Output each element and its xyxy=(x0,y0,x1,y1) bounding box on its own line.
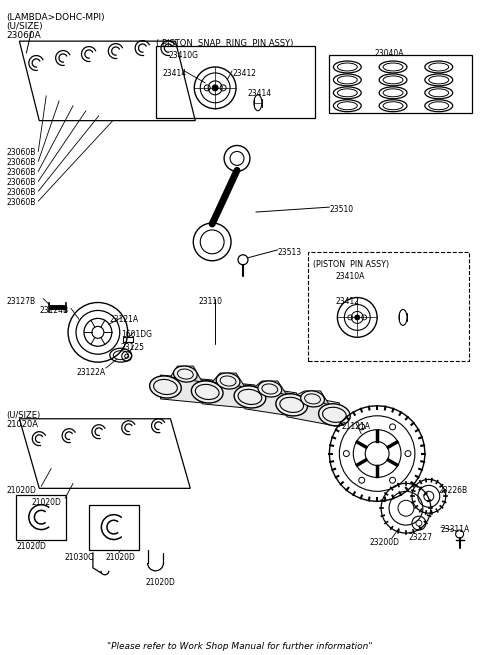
Bar xyxy=(329,55,471,113)
Polygon shape xyxy=(255,381,287,395)
Text: 23127B: 23127B xyxy=(6,297,36,305)
Text: (LAMBDA>DOHC-MPI): (LAMBDA>DOHC-MPI) xyxy=(6,13,105,22)
Ellipse shape xyxy=(234,386,266,408)
Text: (U/SIZE): (U/SIZE) xyxy=(6,411,41,420)
Text: 23227: 23227 xyxy=(409,533,433,542)
Text: 23060B: 23060B xyxy=(6,188,36,197)
Text: 23226B: 23226B xyxy=(439,487,468,495)
Text: 21020A: 21020A xyxy=(6,420,38,429)
Text: 23124B: 23124B xyxy=(39,307,68,316)
Polygon shape xyxy=(245,385,297,417)
Text: 23412: 23412 xyxy=(336,297,360,305)
Circle shape xyxy=(212,85,218,91)
Text: ( PISTON  SNAP  RING  PIN ASSY): ( PISTON SNAP RING PIN ASSY) xyxy=(156,39,293,48)
Circle shape xyxy=(355,315,360,320)
Text: 23125: 23125 xyxy=(121,343,145,352)
Bar xyxy=(89,505,139,550)
Text: 23410A: 23410A xyxy=(336,272,365,281)
Text: 23060B: 23060B xyxy=(6,159,36,168)
Text: 23060B: 23060B xyxy=(6,168,36,178)
Ellipse shape xyxy=(150,376,181,398)
Text: 23200D: 23200D xyxy=(369,538,399,547)
Text: (PISTON  PIN ASSY): (PISTON PIN ASSY) xyxy=(312,260,389,269)
Text: 23060B: 23060B xyxy=(6,198,36,207)
Ellipse shape xyxy=(216,373,240,389)
Polygon shape xyxy=(287,393,339,426)
Text: 23513: 23513 xyxy=(278,248,302,257)
Text: 1601DG: 1601DG xyxy=(121,330,152,339)
Text: 23060A: 23060A xyxy=(6,31,41,40)
Text: 21121A: 21121A xyxy=(341,422,371,431)
Polygon shape xyxy=(297,391,329,405)
Text: 23410G: 23410G xyxy=(168,51,198,60)
Ellipse shape xyxy=(258,381,282,397)
Text: 23121A: 23121A xyxy=(110,316,139,324)
Text: 23060B: 23060B xyxy=(6,149,36,157)
Text: 23311A: 23311A xyxy=(441,525,470,534)
Circle shape xyxy=(193,223,231,261)
Ellipse shape xyxy=(300,391,324,407)
Text: 21030C: 21030C xyxy=(64,553,94,562)
Ellipse shape xyxy=(192,381,223,403)
Circle shape xyxy=(224,145,250,172)
Text: 21020D: 21020D xyxy=(106,553,136,562)
Text: 23412: 23412 xyxy=(232,69,256,78)
Ellipse shape xyxy=(173,366,197,382)
Text: 21020D: 21020D xyxy=(16,542,46,551)
Polygon shape xyxy=(170,366,202,382)
Text: 23110: 23110 xyxy=(198,297,222,305)
Text: 21020D: 21020D xyxy=(6,487,36,495)
Bar xyxy=(16,495,66,540)
Polygon shape xyxy=(202,380,255,409)
Text: (U/SIZE): (U/SIZE) xyxy=(6,22,43,31)
Text: 23510: 23510 xyxy=(329,205,354,214)
Text: 23040A: 23040A xyxy=(374,49,404,58)
Text: 23414: 23414 xyxy=(163,69,187,78)
Text: 23414: 23414 xyxy=(248,89,272,98)
Polygon shape xyxy=(160,375,212,404)
Text: 23122A: 23122A xyxy=(76,368,105,377)
Bar xyxy=(308,252,468,361)
Bar xyxy=(123,337,132,343)
Text: 21020D: 21020D xyxy=(31,498,61,507)
Bar xyxy=(156,46,314,118)
Text: "Please refer to Work Shop Manual for further information": "Please refer to Work Shop Manual for fu… xyxy=(107,643,373,651)
Text: 23060B: 23060B xyxy=(6,178,36,187)
Ellipse shape xyxy=(276,394,308,416)
Ellipse shape xyxy=(319,403,350,426)
Text: 21020D: 21020D xyxy=(145,578,176,587)
Polygon shape xyxy=(212,373,245,387)
